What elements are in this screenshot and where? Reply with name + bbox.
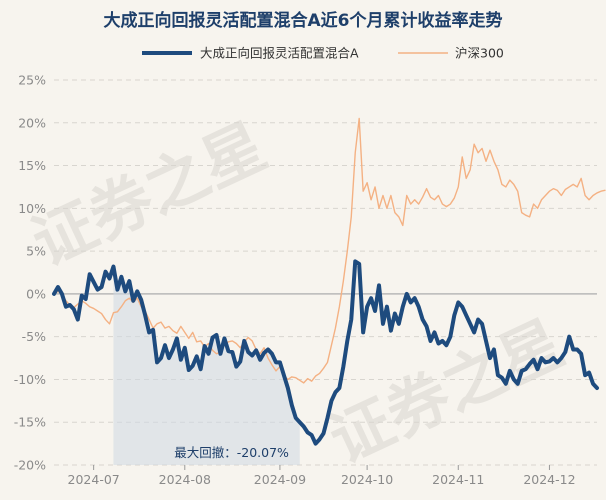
y-tick-label: -5% [22, 329, 46, 344]
y-tick-label: 10% [18, 201, 46, 216]
x-tick-label: 2024-08 [159, 472, 211, 487]
max-drawdown-area [113, 266, 300, 465]
y-tick-label: 0% [26, 286, 46, 301]
chart-title: 大成正向回报灵活配置混合A近6个月累计收益率走势 [104, 10, 503, 31]
drawdown-area-group [113, 266, 300, 465]
x-tick-label: 2024-12 [523, 472, 575, 487]
series-lines [52, 117, 606, 446]
max-drawdown-label: 最大回撤：-20.07% [174, 445, 289, 460]
x-tick-label: 2024-07 [68, 472, 120, 487]
legend: 大成正向回报灵活配置混合A 沪深300 [142, 46, 504, 61]
watermark-text-2: 证券之星 [318, 306, 574, 477]
x-tick-label: 2024-11 [432, 472, 484, 487]
x-axis: 2024-07 2024-08 2024-09 2024-10 2024-11 2024-… [68, 465, 576, 487]
y-axis: 25% 20% 15% 10% 5% 0% -5% -10% -15% -20% [14, 73, 46, 473]
watermark-text-1: 证券之星 [21, 109, 277, 280]
y-tick-label: 20% [18, 115, 46, 130]
legend-label-index: 沪深300 [455, 46, 504, 61]
legend-label-fund: 大成正向回报灵活配置混合A [200, 46, 359, 61]
y-tick-label: 5% [26, 244, 46, 259]
y-tick-label: 15% [18, 158, 46, 173]
y-tick-label: 25% [18, 73, 46, 88]
series-line-fund [52, 259, 599, 446]
x-tick-label: 2024-10 [341, 472, 393, 487]
y-tick-label: -15% [14, 415, 46, 430]
y-tick-label: -20% [14, 458, 46, 473]
x-tick-label: 2024-09 [254, 472, 306, 487]
y-tick-label: -10% [14, 372, 46, 387]
